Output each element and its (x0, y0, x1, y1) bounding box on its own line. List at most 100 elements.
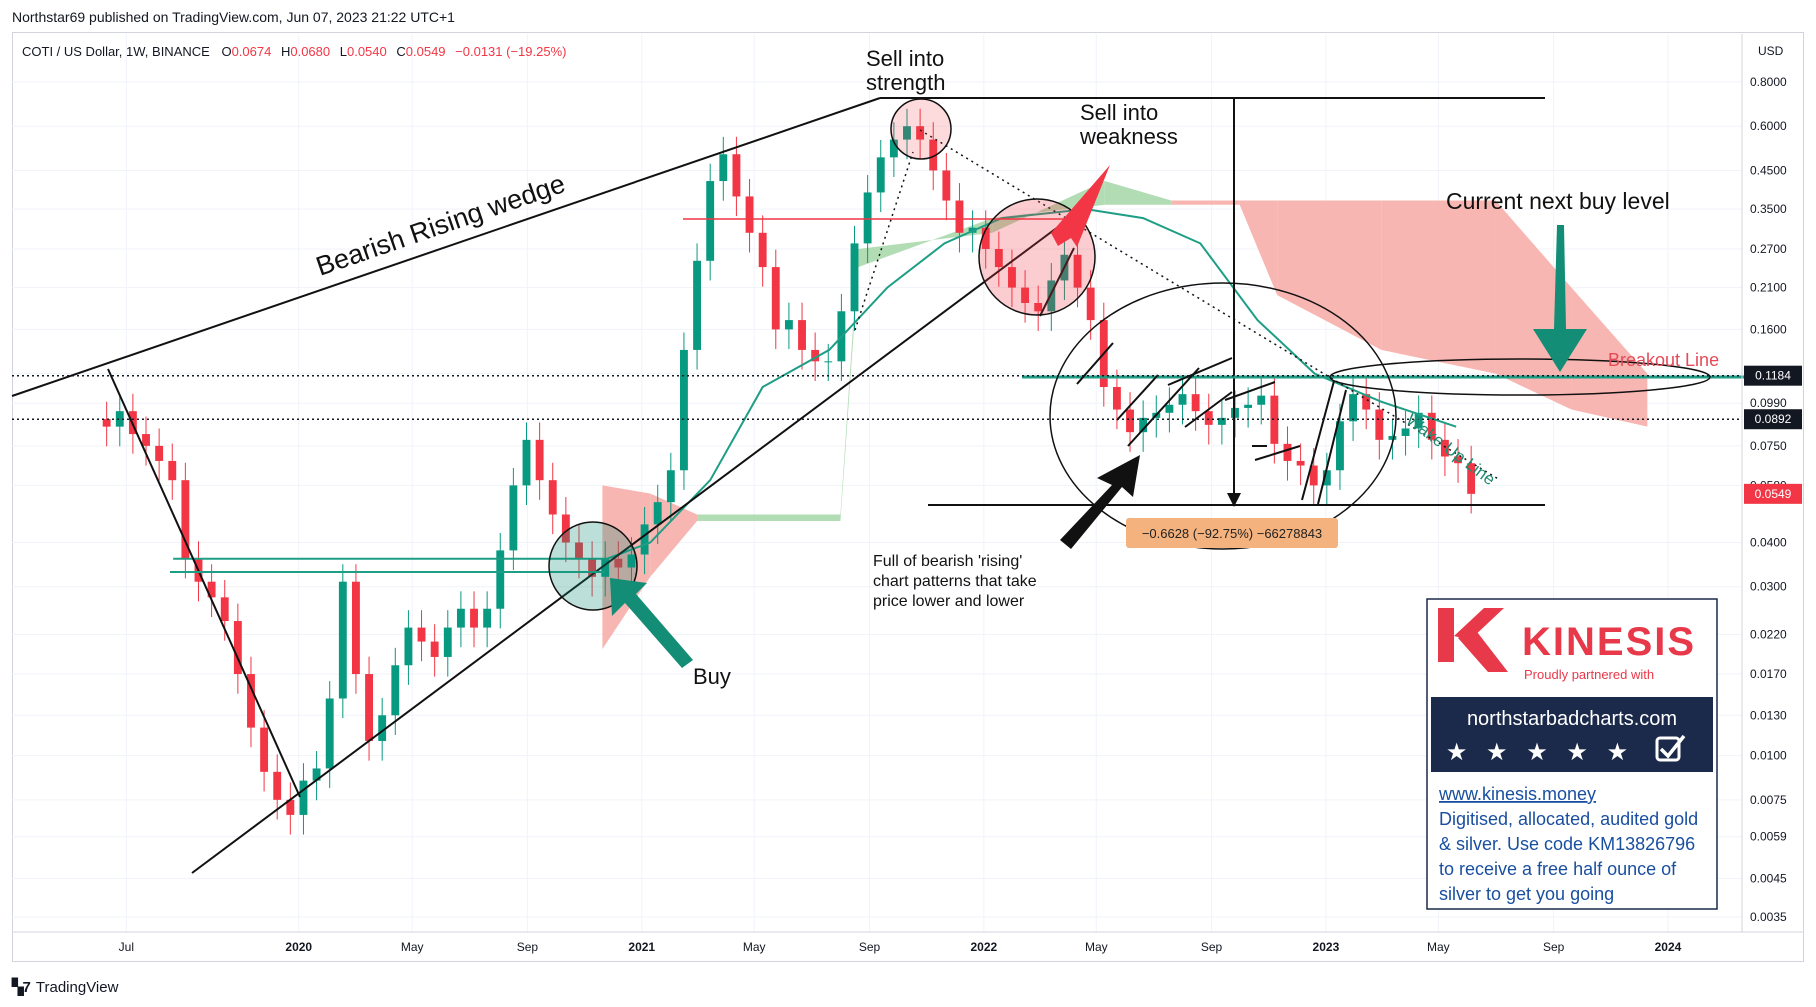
candle-body (994, 248, 1003, 268)
candle-body (575, 542, 583, 559)
candle-body (496, 550, 505, 609)
annotation-breakout-line: Breakout Line (1608, 350, 1719, 370)
candle-body (378, 715, 387, 741)
wedge-lower-line (191, 217, 1071, 874)
candle-body (115, 411, 124, 427)
trend-line (1254, 445, 1301, 461)
annotation-sell-weakness-1: Sell into (1080, 100, 1158, 125)
candle-body (732, 154, 741, 197)
footer-brand-label: TradingView (35, 978, 119, 996)
cloud-segment (1277, 200, 1382, 350)
candle-body (916, 126, 925, 140)
price-tick-label: 0.0170 (1750, 667, 1787, 681)
time-tick-label: Sep (517, 940, 539, 954)
price-chart[interactable]: 0.8000 0.6000 0.4500 0.3500 0.2700 0.2100 0.16… (0, 0, 1816, 975)
candle-body (1375, 409, 1384, 440)
kinesis-promo[interactable]: KINESIS Proudly partnered with northstar… (1426, 598, 1718, 910)
time-tick-label: 2022 (970, 940, 997, 954)
candle-body (1296, 460, 1305, 466)
candle-body (903, 126, 911, 140)
time-tick-label: May (1427, 940, 1450, 954)
candle-body (404, 627, 413, 666)
legend-symbol: COTI / US Dollar, 1W, BINANCE (22, 44, 210, 59)
price-badge-label: 0.0892 (1755, 412, 1792, 426)
promo-link[interactable]: www.kinesis.money (1438, 784, 1596, 804)
candle-body (1139, 417, 1148, 433)
price-tick-label: 0.0400 (1750, 536, 1787, 550)
price-tick-label: 0.3500 (1750, 202, 1787, 216)
candle-body (102, 419, 111, 427)
candle-body (863, 192, 872, 244)
candle-body (601, 558, 610, 577)
candle-body (981, 227, 990, 249)
candle-body (1322, 470, 1331, 486)
checkbox-check-icon (1655, 734, 1686, 762)
candle-body (942, 170, 951, 201)
candle-body (1414, 412, 1423, 429)
candle-body (325, 698, 334, 769)
candle-body (640, 524, 649, 555)
price-tick-label: 0.2100 (1750, 281, 1787, 295)
candle-body (233, 621, 242, 675)
time-tick-label: 2023 (1313, 940, 1340, 954)
candle-body (1401, 428, 1410, 436)
time-tick-label: Sep (1543, 940, 1565, 954)
candle-body (811, 349, 820, 362)
candle-body (312, 768, 321, 781)
candle-body (1165, 404, 1174, 413)
candle-body (1467, 463, 1476, 494)
price-badge-box (1744, 365, 1802, 386)
publisher-line: Northstar69 published on TradingView.com… (12, 9, 455, 25)
candle-body (1204, 411, 1213, 425)
teal-buy-arrow-icon (610, 578, 693, 668)
trend-line (1317, 389, 1347, 505)
candle-body (260, 727, 269, 772)
drawings-layer (11, 97, 1746, 874)
price-tick-label: 0.0075 (1750, 793, 1787, 807)
promo-partnered: Proudly partnered with (1524, 667, 1654, 682)
dotted-rise-line (854, 151, 914, 331)
legend-line: COTI / US Dollar, 1W, BINANCE O0.0674 H0… (22, 44, 566, 59)
trend-line (1301, 380, 1335, 501)
time-tick-label: Jul (119, 940, 134, 954)
candle-body (483, 608, 492, 628)
price-tick-label: 0.0990 (1750, 396, 1787, 410)
legend-open: 0.0674 (232, 44, 272, 59)
bearish-patterns-ellipse (1049, 282, 1397, 550)
tradingview-logo-icon: ▚7 (12, 979, 31, 996)
trend-line (1167, 357, 1233, 386)
promo-desc-4: silver to get you going (1439, 884, 1614, 904)
candle-body (522, 439, 531, 486)
annotation-wake-up-line: Wake Up Line (1403, 410, 1499, 489)
candle-body (391, 665, 400, 716)
candle-body (1270, 395, 1279, 444)
candle-body (1191, 394, 1200, 412)
candle-body (365, 674, 373, 741)
annotation-bearish-patterns-1: Full of bearish 'rising' (873, 553, 1022, 570)
candle-body (220, 597, 229, 622)
time-tick-label: Sep (1201, 940, 1223, 954)
footer-brand[interactable]: ▚7 TradingView (12, 978, 119, 997)
candle-body (653, 502, 662, 525)
candle-body (1034, 302, 1043, 312)
promo-desc-3: to receive a free half ounce of (1439, 859, 1677, 879)
candle-body (509, 485, 518, 551)
black-arrow-icon (1060, 455, 1140, 549)
candle-body (680, 349, 688, 471)
candle-body (1008, 267, 1016, 288)
candle-body (929, 139, 938, 171)
candle-body (666, 470, 675, 503)
time-tick-label: 2020 (285, 940, 312, 954)
candle-body (1454, 456, 1462, 464)
candle-body (443, 627, 452, 657)
candle-body (771, 267, 780, 330)
annotation-bearish-patterns-2: chart patterns that take (873, 573, 1037, 590)
candle-body (1217, 417, 1226, 425)
promo-desc-1: Digitised, allocated, audited gold (1439, 809, 1698, 829)
price-tick-label: 0.0059 (1750, 830, 1787, 844)
candle-body (719, 154, 728, 182)
candle-body (1309, 465, 1318, 486)
candle-body (1427, 412, 1436, 440)
time-tick-label: 2024 (1655, 940, 1682, 954)
price-tick-label: 0.0300 (1750, 580, 1787, 594)
